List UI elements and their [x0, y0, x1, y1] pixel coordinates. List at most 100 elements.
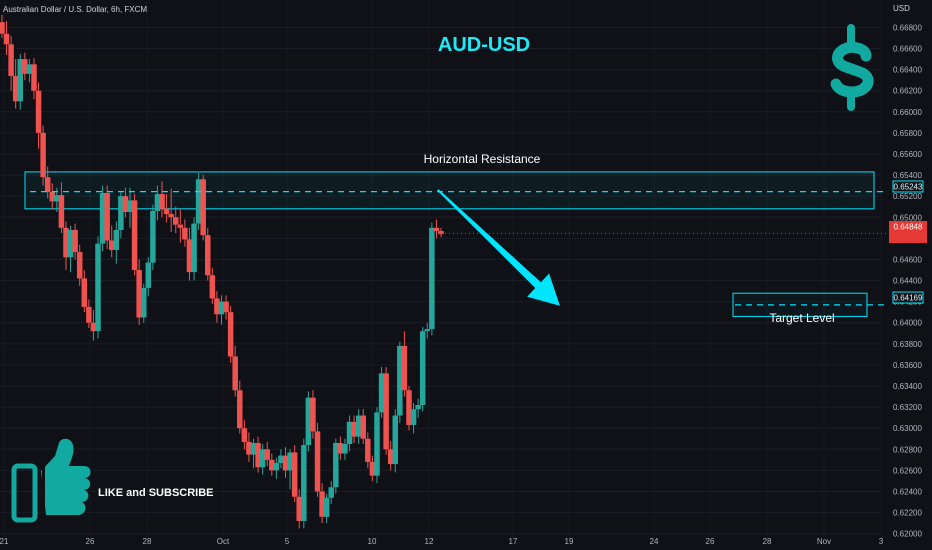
x-tick-label: 28: [143, 537, 152, 546]
x-tick-label: 26: [706, 537, 715, 546]
candle-bear: [232, 356, 238, 391]
candle-bear: [387, 449, 394, 465]
candle-bear: [81, 278, 88, 307]
candle-bear: [40, 132, 46, 178]
y-tick-label: 0.62200: [893, 509, 922, 518]
y-tick-label: 0.63000: [893, 424, 922, 433]
candle-bear: [104, 193, 110, 241]
y-tick-label: 0.63800: [893, 340, 922, 349]
y-tick-label: 0.64000: [893, 319, 922, 328]
y-tick-label: 0.66600: [893, 45, 922, 54]
candle-bull: [259, 449, 266, 468]
y-tick-label: 0.65600: [893, 150, 922, 159]
candle-bull: [273, 463, 280, 471]
y-tick-label: 0.65800: [893, 129, 922, 138]
candle-bull: [429, 227, 435, 330]
y-tick-label: 0.66200: [893, 87, 922, 96]
candle-bear: [122, 196, 129, 212]
candle-bull: [54, 195, 60, 202]
candle-bear: [264, 449, 270, 460]
y-tick-label: 0.62800: [893, 445, 922, 454]
current-price-label: 0.64848: [894, 223, 923, 232]
candle-bear: [182, 227, 188, 240]
candle-bear: [49, 191, 56, 202]
y-tick-label: 0.66800: [893, 23, 922, 32]
candle-bear: [209, 275, 216, 299]
candle-bull: [287, 452, 293, 471]
candle-bear: [205, 235, 211, 276]
candle-bear: [200, 179, 206, 236]
candle-bull: [392, 415, 399, 465]
y-tick-label: 0.65000: [893, 213, 922, 222]
resistance-label: Horizontal Resistance: [424, 152, 541, 166]
time-axis[interactable]: 21 26 28 Oct 5 10 12 17 19 24 26 28 Nov 3: [0, 537, 884, 546]
target-price-tag: 0.64169: [892, 291, 924, 304]
candle-bull: [17, 59, 24, 102]
chart-title: AUD-USD: [438, 34, 530, 56]
candle-bull: [113, 229, 120, 250]
cta-text: LIKE and SUBSCRIBE: [98, 487, 214, 499]
candle-bear: [90, 322, 97, 332]
candle-bear: [360, 415, 367, 439]
candle-bull: [328, 487, 334, 498]
candle-bear: [296, 496, 302, 522]
thumbs-up-icon[interactable]: [11, 438, 91, 523]
y-tick-label: 0.62600: [893, 466, 922, 475]
y-tick-label: 0.63600: [893, 361, 922, 370]
candle-bull: [67, 229, 74, 258]
candle-bear: [237, 390, 243, 429]
currency-label: USD: [893, 4, 910, 13]
x-tick-label: 26: [86, 537, 95, 546]
candle-bear: [319, 491, 325, 517]
candle-bear: [337, 442, 344, 454]
y-tick-label: 0.65200: [893, 192, 922, 201]
candle-bull: [195, 179, 202, 224]
candle-bull: [218, 301, 225, 315]
candle-bear: [35, 90, 42, 133]
candle-bear: [269, 459, 275, 471]
current-price-tag: 0.64848: [889, 221, 927, 243]
target-price-label: 0.64169: [894, 294, 923, 303]
candle-bear: [0, 22, 5, 34]
candle-bull: [419, 331, 426, 405]
candle-bear: [401, 345, 408, 391]
resistance-price-label: 0.65243: [894, 183, 923, 192]
candle-bear: [136, 270, 142, 318]
candle-bear: [214, 298, 220, 315]
level-lines: [30, 191, 886, 306]
gridlines: [0, 0, 882, 540]
x-tick-label: 21: [0, 537, 9, 546]
x-tick-label: 12: [425, 537, 434, 546]
candle-bear: [406, 390, 412, 426]
candle-bear: [3, 33, 10, 45]
candle-bear: [438, 230, 444, 235]
x-tick-label: Nov: [817, 537, 831, 546]
candle-bear: [255, 442, 261, 468]
candle-bull: [397, 345, 403, 416]
candle-bull: [154, 194, 161, 211]
candle-bull: [118, 196, 124, 230]
x-tick-label: 24: [650, 537, 659, 546]
candle-bear: [383, 373, 389, 450]
y-tick-label: 0.62000: [893, 530, 922, 539]
y-tick-label: 0.64400: [893, 277, 922, 286]
candle-bull: [355, 415, 362, 437]
candle-bear: [351, 421, 357, 437]
candle-bear: [223, 301, 229, 313]
candle-bear: [246, 441, 252, 455]
x-tick-label: 28: [763, 537, 772, 546]
x-tick-label: 5: [285, 537, 290, 546]
candle-bear: [227, 312, 234, 357]
candle-bull: [127, 200, 133, 212]
candle-bull: [99, 193, 106, 244]
candle-bull: [378, 373, 385, 413]
candle-bull: [145, 262, 152, 288]
x-tick-label: 3: [879, 537, 884, 546]
candle-bear: [72, 229, 78, 253]
y-tick-label: 0.63200: [893, 403, 922, 412]
candle-bull: [346, 421, 353, 445]
y-tick-label: 0.66400: [893, 66, 922, 75]
candle-bear: [108, 240, 115, 250]
